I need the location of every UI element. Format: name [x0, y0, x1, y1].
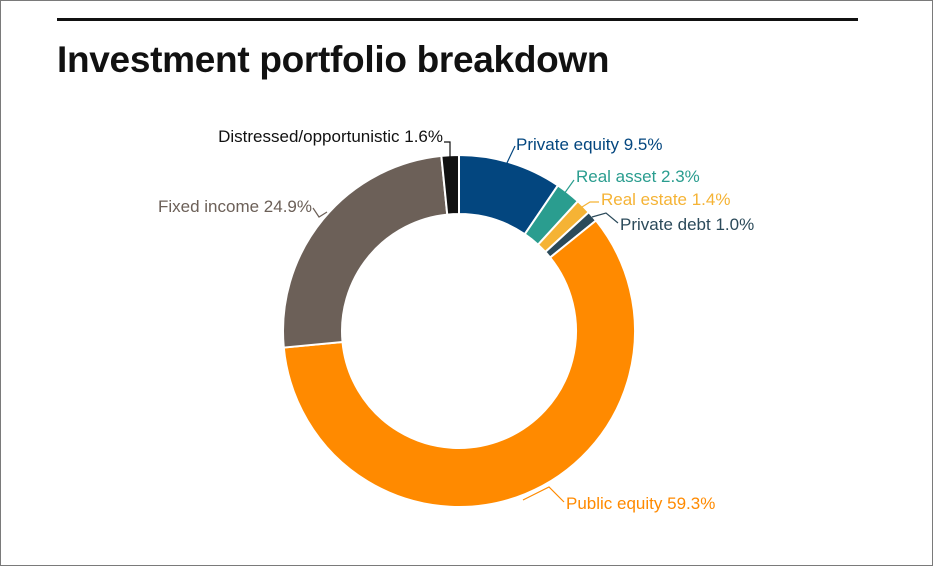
leader-line-real-asset [563, 179, 575, 195]
slice-distressed-opportunistic [440, 153, 460, 216]
data-label-distressed-opportunistic: Distressed/opportunistic 1.6% [218, 127, 443, 146]
data-label-fixed-income: Fixed income 24.9% [158, 197, 312, 216]
leader-line-private-debt [591, 212, 619, 224]
chart-title: Investment portfolio breakdown [57, 39, 610, 80]
data-label-private-equity: Private equity 9.5% [516, 135, 662, 154]
data-label-real-estate: Real estate 1.4% [601, 190, 730, 209]
top-rule [57, 18, 858, 21]
leader-line-private-equity [505, 145, 516, 166]
leader-line-distressed-opportunistic [444, 141, 451, 157]
slice-public-equity [282, 219, 636, 508]
data-label-public-equity: Public equity 59.3% [566, 494, 715, 513]
leader-line-real-estate [581, 201, 599, 208]
data-label-private-debt: Private debt 1.0% [620, 215, 754, 234]
leader-line-fixed-income [312, 207, 328, 218]
data-label-real-asset: Real asset 2.3% [576, 167, 700, 186]
leader-line-public-equity [522, 486, 565, 503]
slice-fixed-income [282, 154, 449, 349]
